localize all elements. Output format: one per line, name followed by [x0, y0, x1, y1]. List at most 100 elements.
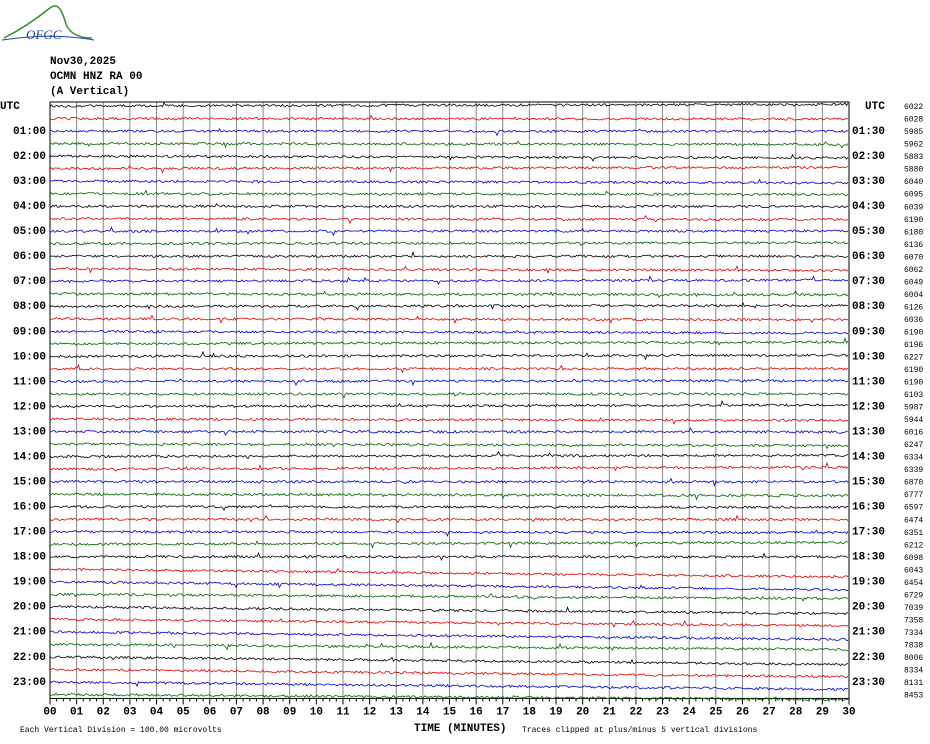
row-value: 6190 [904, 328, 923, 337]
left-time-label: 22:00 [13, 652, 46, 664]
left-time-label: 20:00 [13, 602, 46, 614]
trace [49, 226, 849, 237]
row-value: 6004 [904, 291, 923, 300]
left-time-label: 14:00 [13, 451, 46, 463]
row-value: 6190 [904, 379, 923, 388]
trace [49, 189, 849, 197]
row-value: 5944 [904, 416, 923, 425]
row-value: 6036 [904, 316, 923, 325]
trace [49, 350, 849, 361]
row-value: 6777 [904, 491, 923, 500]
trace [49, 477, 849, 487]
trace [49, 114, 849, 121]
trace [49, 337, 849, 346]
x-tick-label: 24 [683, 706, 697, 718]
right-time-label: 01:30 [852, 126, 885, 138]
clip-note: Traces clipped at plus/minus 5 vertical … [522, 726, 757, 735]
row-value: 6227 [904, 354, 923, 363]
x-tick-label: 05 [177, 706, 191, 718]
right-time-label: 18:30 [852, 552, 885, 564]
row-value: 6729 [904, 591, 923, 600]
row-value: 6098 [904, 554, 923, 563]
row-value: 6043 [904, 566, 923, 575]
x-axis-title: TIME (MINUTES) [414, 723, 506, 735]
left-time-label: 15:00 [13, 477, 46, 489]
plot-frame [49, 101, 850, 699]
trace [49, 214, 849, 225]
trace [49, 605, 849, 616]
trace [49, 492, 849, 501]
row-value: 5987 [904, 404, 923, 413]
left-time-label: 13:00 [13, 426, 46, 438]
row-value: 6062 [904, 266, 923, 275]
trace [49, 275, 849, 285]
row-value: 6040 [904, 178, 923, 187]
trace [49, 427, 849, 436]
row-value: 6049 [904, 278, 923, 287]
x-tick-label: 12 [363, 706, 376, 718]
trace [49, 241, 849, 247]
x-tick-label: 10 [310, 706, 323, 718]
left-time-label: 05:00 [13, 226, 46, 238]
trace [49, 504, 849, 511]
right-time-label: 15:30 [852, 477, 885, 489]
left-time-label: 06:00 [13, 251, 46, 263]
trace [50, 290, 849, 298]
row-value: 6103 [904, 391, 923, 400]
trace [49, 140, 849, 149]
trace [49, 592, 849, 602]
row-value: 8453 [904, 692, 923, 701]
x-tick-label: 11 [336, 706, 350, 718]
x-tick-label: 27 [762, 706, 775, 718]
trace [49, 692, 849, 702]
right-time-label: 22:30 [852, 652, 885, 664]
row-value: 8334 [904, 667, 923, 676]
row-value: 6870 [904, 479, 923, 488]
trace [49, 101, 849, 108]
right-time-label: 03:30 [852, 176, 885, 188]
right-time-label: 02:30 [852, 151, 885, 163]
row-value: 6039 [904, 203, 923, 212]
left-time-label: 11:00 [13, 376, 46, 388]
trace [49, 265, 849, 275]
row-value: 6136 [904, 241, 923, 250]
x-tick-label: 06 [203, 706, 216, 718]
row-value: 7334 [904, 629, 923, 638]
row-value: 6070 [904, 253, 923, 262]
right-time-label: 10:30 [852, 351, 885, 363]
x-tick-label: 16 [470, 706, 483, 718]
row-value: 6095 [904, 191, 923, 200]
trace [49, 203, 849, 209]
x-tick-label: 20 [576, 706, 589, 718]
left-time-label: 16:00 [13, 502, 46, 514]
left-time-label: 04:00 [13, 201, 46, 213]
row-value: 5962 [904, 141, 923, 150]
row-value: 6474 [904, 516, 923, 525]
left-time-label: 18:00 [13, 552, 46, 564]
row-value: 6028 [904, 116, 923, 125]
row-value: 6190 [904, 366, 923, 375]
x-tick-label: 22 [629, 706, 642, 718]
x-tick-label: 15 [443, 706, 457, 718]
trace [49, 551, 849, 561]
trace [49, 514, 849, 524]
row-value: 6016 [904, 429, 923, 438]
right-time-label: 09:30 [852, 326, 885, 338]
x-tick-label: 29 [816, 706, 829, 718]
trace [49, 680, 849, 692]
right-time-label: 23:30 [852, 677, 885, 689]
trace [49, 178, 849, 185]
trace [49, 655, 849, 667]
trace [49, 250, 849, 259]
row-value: 5880 [904, 166, 923, 175]
row-value: 6126 [904, 303, 923, 312]
right-time-label: 11:30 [852, 376, 885, 388]
trace [49, 378, 849, 387]
trace [49, 461, 849, 472]
left-time-label: 08:00 [13, 301, 46, 313]
x-tick-label: 25 [709, 706, 723, 718]
right-time-label: 14:30 [852, 451, 885, 463]
row-value: 6247 [904, 441, 923, 450]
trace [50, 329, 849, 335]
